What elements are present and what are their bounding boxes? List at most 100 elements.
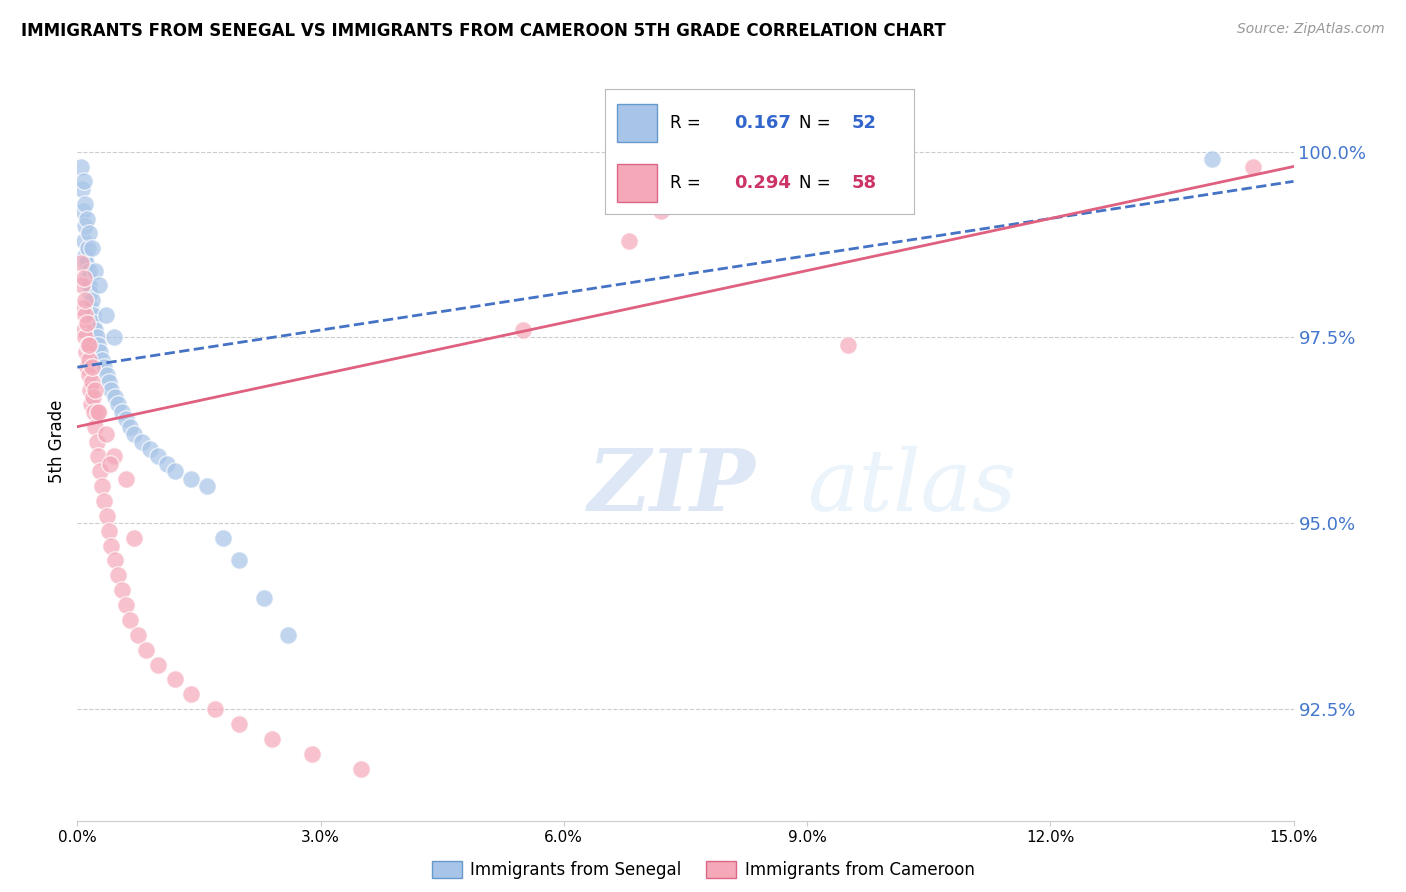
Point bbox=[650, 204, 672, 219]
Point bbox=[73, 323, 96, 337]
Point bbox=[77, 263, 100, 277]
Point bbox=[87, 338, 110, 352]
Point bbox=[83, 316, 105, 330]
Point bbox=[135, 642, 157, 657]
Point bbox=[73, 234, 96, 248]
Point bbox=[180, 687, 202, 701]
Point bbox=[148, 450, 170, 464]
Point bbox=[76, 241, 98, 255]
Point bbox=[228, 717, 250, 731]
Point bbox=[86, 330, 108, 344]
Text: IMMIGRANTS FROM SENEGAL VS IMMIGRANTS FROM CAMEROON 5TH GRADE CORRELATION CHART: IMMIGRANTS FROM SENEGAL VS IMMIGRANTS FR… bbox=[21, 22, 946, 40]
Point bbox=[76, 211, 98, 226]
Point bbox=[104, 553, 127, 567]
Point bbox=[84, 419, 107, 434]
Point bbox=[70, 182, 93, 196]
Point bbox=[1241, 160, 1264, 174]
Point bbox=[212, 531, 235, 545]
Point bbox=[70, 278, 93, 293]
Point bbox=[80, 241, 103, 255]
Point bbox=[107, 397, 129, 411]
FancyBboxPatch shape bbox=[617, 164, 657, 202]
Point bbox=[118, 613, 141, 627]
Point bbox=[72, 301, 94, 315]
Text: 0.167: 0.167 bbox=[734, 114, 792, 132]
Point bbox=[84, 383, 107, 397]
Point bbox=[97, 524, 120, 538]
Point bbox=[84, 263, 107, 277]
Point bbox=[94, 308, 117, 322]
Point bbox=[94, 427, 117, 442]
Point bbox=[163, 464, 186, 478]
Point bbox=[96, 508, 118, 523]
Text: atlas: atlas bbox=[807, 446, 1017, 528]
Point bbox=[204, 702, 226, 716]
Point bbox=[228, 553, 250, 567]
Point bbox=[76, 316, 98, 330]
Point bbox=[73, 219, 96, 233]
Point bbox=[104, 390, 127, 404]
Point bbox=[75, 330, 97, 344]
Point bbox=[79, 285, 101, 300]
Point bbox=[89, 278, 111, 293]
Text: ZIP: ZIP bbox=[588, 445, 756, 529]
Point bbox=[75, 256, 97, 270]
Point bbox=[111, 583, 134, 598]
Point bbox=[115, 472, 138, 486]
Point bbox=[148, 657, 170, 672]
Point bbox=[93, 494, 115, 508]
Point bbox=[97, 375, 120, 389]
Point bbox=[98, 457, 121, 471]
Point bbox=[1201, 152, 1223, 166]
Point bbox=[76, 271, 98, 285]
Legend: Immigrants from Senegal, Immigrants from Cameroon: Immigrants from Senegal, Immigrants from… bbox=[432, 861, 974, 880]
Point bbox=[100, 539, 122, 553]
Point bbox=[837, 338, 859, 352]
Text: R =: R = bbox=[669, 174, 700, 192]
Point bbox=[195, 479, 218, 493]
Point bbox=[79, 368, 101, 382]
Point bbox=[80, 375, 103, 389]
Text: 52: 52 bbox=[852, 114, 877, 132]
Point bbox=[617, 234, 640, 248]
Point bbox=[122, 531, 145, 545]
Point bbox=[253, 591, 276, 605]
Point bbox=[100, 383, 122, 397]
Point bbox=[83, 405, 105, 419]
Point bbox=[79, 338, 101, 352]
Point bbox=[73, 174, 96, 188]
Point bbox=[277, 628, 299, 642]
Point bbox=[75, 293, 97, 308]
Point bbox=[180, 472, 202, 486]
Point bbox=[73, 308, 96, 322]
Point bbox=[77, 352, 100, 367]
Point bbox=[155, 457, 177, 471]
Point bbox=[80, 360, 103, 375]
Point bbox=[115, 598, 138, 612]
Point bbox=[75, 249, 97, 263]
Y-axis label: 5th Grade: 5th Grade bbox=[48, 400, 66, 483]
Text: 58: 58 bbox=[852, 174, 877, 192]
Point bbox=[80, 397, 103, 411]
Point bbox=[84, 323, 107, 337]
Point bbox=[73, 271, 96, 285]
Point bbox=[103, 450, 125, 464]
Point bbox=[80, 301, 103, 315]
Point bbox=[301, 747, 323, 761]
Point bbox=[111, 405, 134, 419]
Point bbox=[80, 293, 103, 308]
Point bbox=[89, 345, 111, 359]
FancyBboxPatch shape bbox=[617, 104, 657, 142]
Point bbox=[76, 338, 98, 352]
Point bbox=[89, 464, 111, 478]
Point bbox=[96, 368, 118, 382]
Point bbox=[89, 405, 111, 419]
Point bbox=[72, 204, 94, 219]
Point bbox=[79, 227, 101, 241]
Point bbox=[86, 405, 108, 419]
Point bbox=[127, 628, 149, 642]
Point bbox=[90, 479, 112, 493]
Point bbox=[82, 308, 104, 322]
Point bbox=[512, 323, 534, 337]
Point bbox=[70, 256, 93, 270]
